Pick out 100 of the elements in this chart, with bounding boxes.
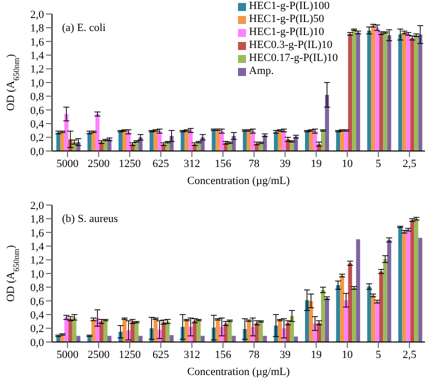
legend-label: HEC1-g-P(IL)50 [249, 13, 324, 26]
bar [99, 321, 104, 342]
bar [294, 336, 298, 342]
text: (a) E. coli [62, 22, 106, 34]
bar [282, 130, 286, 151]
bar [356, 32, 360, 151]
x-tick-label: 19 [310, 158, 322, 170]
y-tick-label: 0,6 [30, 104, 44, 117]
x-tick-label: 5 [376, 348, 382, 361]
bar [220, 131, 224, 151]
bar [371, 26, 376, 151]
x-tick-label: 78 [248, 158, 260, 170]
x-tick-label: 19 [310, 348, 322, 361]
bar [352, 288, 356, 342]
bar [367, 30, 372, 151]
text: (b) S. aureus [62, 213, 118, 225]
bar [274, 132, 278, 151]
bar [406, 34, 410, 151]
bar [72, 317, 76, 342]
y-tick-label: 0,0 [30, 146, 44, 158]
bar [383, 32, 388, 151]
bar [103, 320, 108, 342]
bar [162, 322, 166, 342]
y-tick-label: 1,6 [30, 36, 44, 48]
bar [166, 321, 170, 342]
bar [184, 320, 189, 342]
y-tick-label: 2,0 [30, 200, 44, 212]
bar [398, 34, 402, 151]
bar [344, 300, 348, 342]
bar [321, 290, 326, 342]
y-tick-label: 1,0 [30, 77, 44, 90]
bar [224, 324, 228, 342]
x-tick-label: 2,5 [402, 158, 417, 170]
bar [309, 130, 314, 151]
bar [375, 302, 380, 342]
x-tick-label: 2500 [88, 348, 110, 361]
bar [196, 320, 201, 342]
legend-label: Amp. [249, 65, 274, 78]
y-tick-label: 1,0 [30, 268, 44, 280]
bar [313, 131, 318, 151]
bar [216, 319, 220, 342]
x-tick-label: 156 [214, 348, 232, 361]
bar [383, 259, 388, 342]
bar [184, 130, 189, 151]
bar [340, 130, 344, 151]
x-axis-title: Concentration (µg/mL) [187, 175, 290, 187]
y-tick-label: 1,8 [30, 214, 44, 226]
legend-label: HEC1-g-P(IL)100 [249, 0, 330, 13]
bar [158, 131, 162, 151]
bar [87, 132, 92, 151]
y-tick-label: 0,8 [30, 91, 44, 104]
bar [325, 298, 330, 342]
bar [91, 132, 96, 151]
y-tick-label: 0,4 [30, 118, 44, 131]
bar [154, 130, 158, 151]
bar [134, 322, 139, 342]
bar [60, 132, 64, 151]
bar [344, 130, 348, 151]
x-tick-label: 2500 [88, 158, 110, 170]
bar [150, 131, 154, 151]
legend-label: HEC1-g-P(IL)10 [249, 26, 324, 39]
bar [212, 130, 216, 151]
y-tick-label: 0,2 [30, 132, 44, 144]
x-axis-title: Concentration (µg/mL) [187, 366, 290, 378]
x-tick-label: 1250 [118, 348, 142, 361]
bar [379, 33, 384, 151]
bar [348, 34, 352, 151]
y-tick-label: 0,4 [30, 310, 44, 322]
bar [340, 276, 344, 342]
y-tick-label: 0,6 [30, 296, 44, 308]
x-tick-label: 2,5 [402, 348, 417, 361]
bar [356, 239, 360, 342]
bar [398, 226, 402, 342]
bar [258, 321, 263, 342]
legend-label: HEC0.3-g-P(IL)10 [249, 39, 332, 52]
bar [68, 318, 72, 342]
bar [64, 317, 68, 342]
y-tick-label: 0,2 [30, 323, 44, 336]
bar [278, 130, 282, 151]
bar [387, 35, 392, 151]
bar [418, 34, 422, 151]
legend-label: HEC0.17-g-P(IL)10 [249, 52, 338, 65]
bar [348, 263, 352, 342]
x-tick-label: 10 [342, 158, 354, 170]
y-tick-label: 1,4 [30, 50, 44, 62]
y-tick-label: 1,8 [30, 22, 44, 35]
x-tick-label: 312 [184, 348, 200, 361]
bar [379, 271, 384, 342]
bar [246, 130, 251, 151]
bar [367, 286, 372, 342]
bar [321, 130, 326, 151]
bar [95, 114, 100, 151]
bar [402, 232, 406, 342]
bar [192, 320, 197, 342]
bar [305, 300, 310, 342]
bar [242, 130, 247, 151]
y-tick-label: 1,4 [30, 241, 44, 254]
bar [371, 295, 376, 342]
bar [246, 320, 251, 342]
bar [91, 319, 96, 342]
